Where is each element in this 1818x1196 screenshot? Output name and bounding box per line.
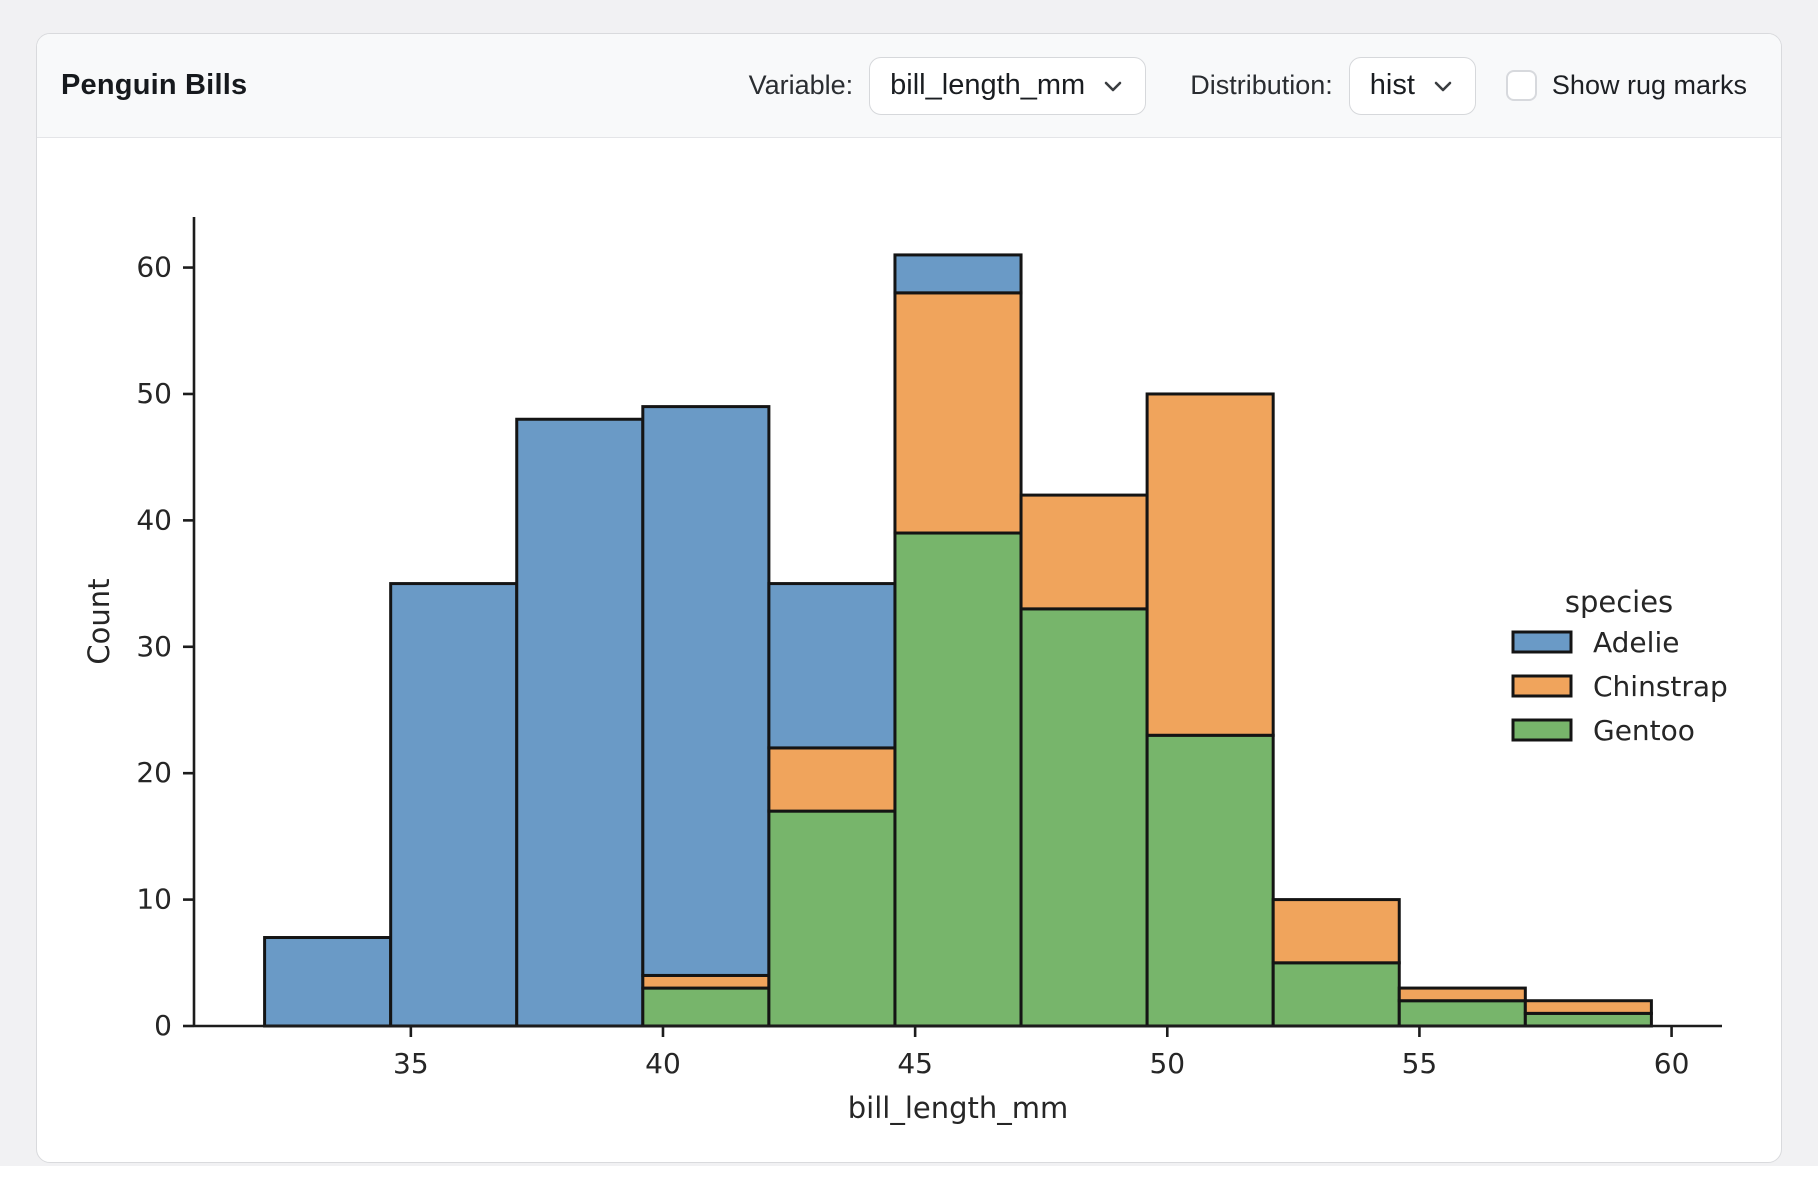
- histogram-bar-segment-adelie: [389, 582, 519, 1028]
- chevron-down-icon: [1104, 81, 1122, 91]
- show-rug-control: Show rug marks: [1505, 70, 1747, 101]
- histogram-bar-segment-adelie: [263, 936, 393, 1028]
- histogram-bar-segment-chinstrap: [1397, 986, 1527, 1003]
- chevron-down-icon: [1434, 81, 1452, 91]
- histogram-bar-segment-chinstrap: [1145, 392, 1275, 737]
- x-tick-label: 50: [1149, 1047, 1185, 1080]
- histogram-chart: 0 10 20 30 40 50 60 35 40 45 50 55 60 bill_length_mm C…: [37, 138, 1781, 1162]
- variable-select-value: bill_length_mm: [890, 69, 1086, 101]
- histogram-bar-segment-adelie: [767, 582, 897, 750]
- histogram-bar-segment-gentoo: [1019, 607, 1149, 1028]
- histogram-bar-segment-adelie: [641, 405, 771, 977]
- x-tick-label: 55: [1402, 1047, 1438, 1080]
- histogram-bar-segment-chinstrap: [641, 973, 771, 990]
- legend-swatch-chinstrap: [1511, 674, 1573, 698]
- distribution-select-value: hist: [1369, 69, 1415, 101]
- page-title: Penguin Bills: [61, 69, 248, 101]
- legend-swatch-adelie: [1511, 630, 1573, 654]
- show-rug-checkbox[interactable]: [1505, 70, 1537, 101]
- y-tick-label: 0: [154, 1009, 172, 1042]
- histogram-bar-segment-chinstrap: [1271, 898, 1401, 965]
- histogram-bar-segment-gentoo: [1397, 999, 1527, 1028]
- histogram-svg: 0 10 20 30 40 50 60 35 40 45 50 55 60 bill_length_mm C…: [82, 217, 1728, 1125]
- header-controls: Variable: bill_length_mm Distribution: h…: [748, 56, 1747, 115]
- histogram-bar-segment-adelie: [893, 253, 1023, 295]
- y-tick-label: 40: [136, 503, 172, 536]
- histogram-bar-segment-gentoo: [641, 986, 771, 1028]
- y-tick-label: 10: [136, 883, 172, 916]
- x-tick-label: 40: [645, 1047, 681, 1080]
- legend-label-chinstrap: Chinstrap: [1593, 670, 1728, 703]
- variable-select[interactable]: bill_length_mm: [869, 56, 1147, 115]
- legend-swatch-gentoo: [1511, 718, 1573, 742]
- histogram-bar-segment-adelie: [515, 417, 645, 1028]
- show-rug-label: Show rug marks: [1551, 70, 1747, 100]
- histogram-bar-segment-chinstrap: [767, 746, 897, 813]
- x-tick-label: 45: [897, 1047, 933, 1080]
- histogram-bar-segment-gentoo: [1271, 961, 1401, 1028]
- histogram-bar-segment-chinstrap: [893, 291, 1023, 535]
- x-tick-label: 35: [393, 1047, 429, 1080]
- y-tick-label: 30: [136, 630, 172, 663]
- variable-label: Variable:: [748, 70, 854, 100]
- y-tick-label: 50: [136, 377, 172, 410]
- histogram-bar-segment-gentoo: [893, 531, 1023, 1028]
- legend-title: species: [1565, 585, 1673, 619]
- histogram-bar-segment-gentoo: [1145, 733, 1275, 1028]
- legend-label-gentoo: Gentoo: [1593, 714, 1695, 747]
- x-tick-label: 60: [1654, 1047, 1690, 1080]
- card-header: Penguin Bills Variable: bill_length_mm D…: [37, 34, 1781, 138]
- histogram-bar-segment-chinstrap: [1019, 493, 1149, 611]
- x-axis-label: bill_length_mm: [848, 1091, 1069, 1125]
- y-tick-label: 60: [136, 251, 172, 284]
- distribution-label: Distribution:: [1190, 70, 1333, 100]
- penguin-bills-card: Penguin Bills Variable: bill_length_mm D…: [36, 33, 1782, 1163]
- legend-label-adelie: Adelie: [1593, 626, 1679, 659]
- y-tick-label: 20: [136, 756, 172, 789]
- distribution-select[interactable]: hist: [1348, 56, 1476, 115]
- histogram-bar-segment-chinstrap: [1523, 999, 1653, 1015]
- y-axis-label: Count: [82, 578, 116, 664]
- histogram-bar-segment-gentoo: [1523, 1011, 1653, 1028]
- histogram-bar-segment-gentoo: [767, 809, 897, 1028]
